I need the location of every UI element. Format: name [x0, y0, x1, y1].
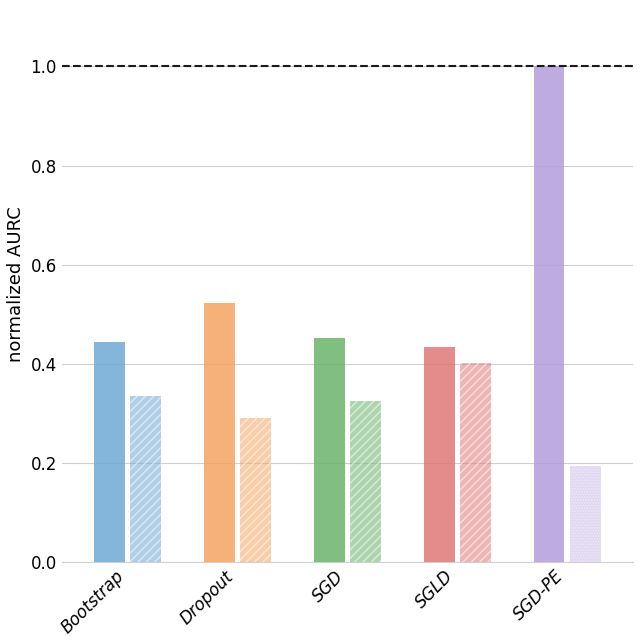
Bar — [314, 337, 345, 562]
Bar — [424, 346, 454, 562]
Bar — [94, 341, 125, 562]
Bar — [534, 66, 564, 562]
Y-axis label: normalized AURC: normalized AURC — [7, 207, 25, 363]
Bar — [204, 303, 235, 562]
Bar — [240, 419, 271, 562]
Bar — [460, 363, 491, 562]
Bar — [350, 401, 381, 562]
Bar — [131, 396, 161, 562]
Bar — [570, 466, 601, 562]
